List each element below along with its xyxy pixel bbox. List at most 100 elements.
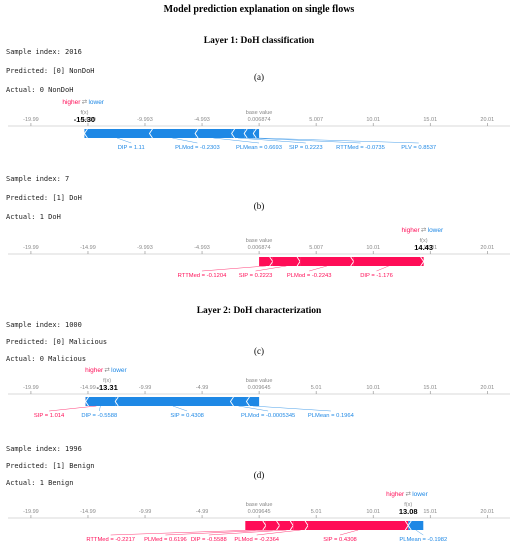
tick-label: 10.01	[366, 509, 380, 515]
higher-label: higher	[402, 227, 421, 234]
feature-label: PLMed = 0.6196	[144, 537, 187, 543]
swap-arrow-icon: ⇄	[82, 99, 88, 106]
panel-c-sample-index: Sample index: 1000	[6, 321, 82, 329]
panel-c-letter: (c)	[254, 346, 264, 356]
label-connector	[255, 265, 287, 272]
swap-arrow-icon: ⇄	[421, 227, 427, 234]
fx-label: f(x)	[103, 378, 111, 384]
tick-label: -9.993	[137, 245, 153, 251]
tick-label: -14.99	[80, 245, 96, 251]
positive-segment-2	[279, 521, 294, 530]
negative-segment-5	[253, 129, 260, 138]
tick-label: -4.99	[196, 385, 209, 391]
tick-label: -9.99	[139, 385, 152, 391]
negative-segment-1	[149, 129, 196, 138]
feature-label: PLV = 0.8537	[401, 145, 436, 151]
tick-label: 0.006874	[248, 117, 271, 123]
positive-segment-1	[265, 521, 280, 530]
negative-segment-0	[408, 521, 424, 530]
fx-label: f(x)	[80, 110, 88, 116]
label-connector	[248, 137, 361, 144]
base-value-label: base value	[246, 378, 273, 384]
fx-value: 13.08	[399, 507, 418, 516]
negative-segment-3	[231, 129, 245, 138]
label-connector	[165, 529, 273, 536]
higher-label: higher	[386, 491, 405, 498]
panel-a-sample-index: Sample index: 2016	[6, 48, 82, 56]
higher-label: higher	[62, 99, 81, 106]
positive-segment-4	[308, 521, 409, 530]
label-connector	[49, 405, 97, 412]
tick-label: -4.99	[196, 509, 209, 515]
tick-label: 0.006874	[248, 245, 271, 251]
feature-label: SIP = 1.014	[34, 413, 65, 419]
negative-chevron-0	[85, 396, 89, 407]
label-connector	[237, 137, 306, 144]
swap-arrow-icon: ⇄	[104, 367, 110, 374]
negative-chevron-2	[229, 396, 234, 407]
tick-label: 20.01	[480, 117, 494, 123]
negative-segment-2	[230, 397, 247, 406]
feature-label: DIP = 1.11	[118, 145, 145, 151]
higher-label: higher	[85, 367, 104, 374]
tick-label: -19.99	[23, 509, 39, 515]
tick-label: -14.99	[80, 509, 96, 515]
tick-label: 5.01	[311, 385, 322, 391]
positive-segment-3	[353, 257, 424, 266]
panel-a-letter: (a)	[254, 72, 264, 82]
label-connector	[172, 137, 198, 144]
tick-label: -19.99	[23, 117, 39, 123]
positive-chevron-2	[350, 256, 355, 267]
feature-label: PLMean = -0.1982	[399, 537, 447, 543]
tick-label: 15.01	[423, 245, 437, 251]
tick-label: 20.01	[480, 245, 494, 251]
feature-label: PLMod = -0.0005345	[241, 413, 295, 419]
lower-label: lower	[111, 367, 127, 374]
panel-a-actual: Actual: 0 NonDoH	[6, 86, 74, 94]
panel-d-predicted: Predicted: [1] Benign	[6, 462, 95, 470]
negative-chevron-0	[407, 520, 412, 531]
feature-label: SIP = 0.2223	[239, 273, 273, 279]
panel-c-predicted: Predicted: [0] Malicious	[6, 338, 108, 346]
negative-segment-2	[195, 129, 232, 138]
tick-label: -19.99	[23, 385, 39, 391]
label-connector	[213, 137, 260, 144]
tick-label: 5.01	[311, 509, 322, 515]
label-connector	[116, 137, 132, 144]
base-value-label: base value	[246, 238, 273, 244]
negative-chevron-1	[148, 128, 153, 139]
tick-label: -19.99	[23, 245, 39, 251]
label-connector	[252, 405, 331, 412]
label-connector	[309, 265, 327, 272]
fx-value: -13.31	[97, 383, 118, 392]
panel-b-sample-index: Sample index: 7	[6, 175, 70, 183]
tick-label: -14.99	[80, 385, 96, 391]
tick-label: -9.99	[139, 509, 152, 515]
negative-segment-0	[85, 397, 116, 406]
positive-segment-3	[293, 521, 309, 530]
negative-chevron-4	[243, 128, 248, 139]
positive-chevron-3	[304, 520, 309, 531]
label-connector	[415, 529, 424, 536]
layer-2-title: Layer 2: DoH characterization	[196, 306, 322, 316]
panel-a-predicted: Predicted: [0] NonDoH	[6, 67, 95, 75]
force-plot-d: -19.99 -14.99 -9.99 -4.99 0.009645 5.01 10.01 1…	[8, 491, 510, 543]
negative-chevron-3	[245, 396, 250, 407]
tick-label: -9.993	[137, 117, 153, 123]
tick-label: -4.993	[194, 245, 210, 251]
force-plot-a: -19.99 -14.99 -9.993 -4.993 0.006874 5.007 10.…	[8, 99, 510, 151]
negative-segment-3	[246, 397, 260, 406]
fx-value: -15.30	[74, 115, 95, 124]
lower-label: lower	[88, 99, 104, 106]
tick-label: -14.99	[80, 117, 96, 123]
panel-b-letter: (b)	[253, 201, 265, 211]
base-value-label: base value	[246, 502, 273, 508]
panel-d-letter: (d)	[253, 470, 265, 480]
label-connector	[376, 265, 389, 272]
feature-label: RTTMed = -0.2217	[86, 537, 135, 543]
label-connector	[256, 529, 301, 536]
negative-chevron-5	[252, 128, 257, 139]
label-connector	[238, 405, 269, 412]
feature-label: DIP = -0.5588	[81, 413, 117, 419]
negative-chevron-1	[114, 396, 119, 407]
